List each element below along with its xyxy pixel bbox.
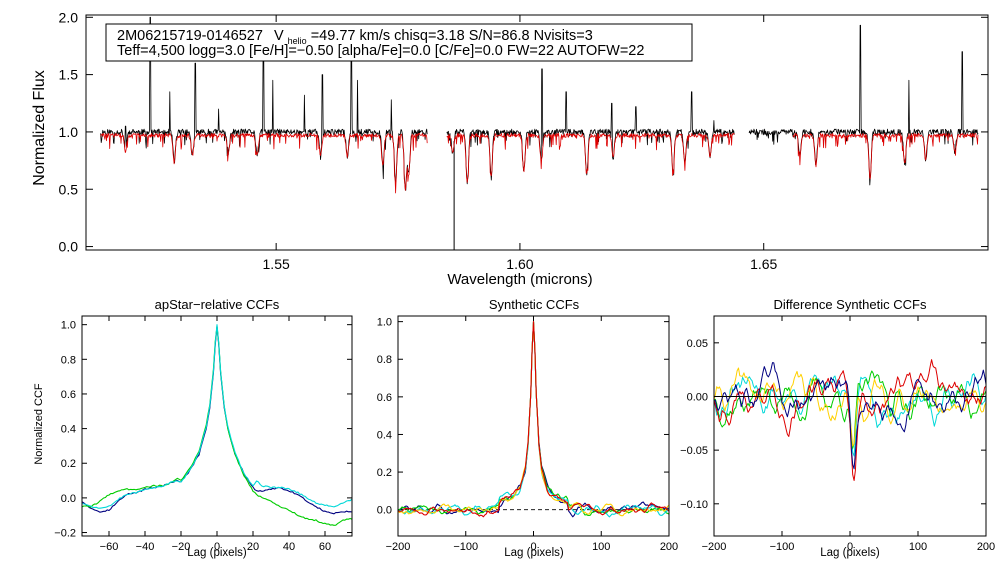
synthetic-xtick-label: 200	[660, 541, 678, 553]
apstar-xtick-label: 0	[214, 541, 220, 553]
apstar-ytick-label: 0.8	[61, 354, 76, 366]
spectrum-ytick-label: 1.0	[59, 124, 79, 140]
ccf-panel-synthetic: Synthetic CCFs Lag (pixels) −200 −100 0 100…	[377, 297, 678, 559]
difference-xtick-label: −200	[702, 541, 727, 553]
apstar-ccf-3-line	[81, 324, 353, 509]
difference-lines	[713, 359, 987, 481]
synthetic-title: Synthetic CCFs	[489, 297, 580, 312]
apstar-ytick-label: 1.0	[61, 320, 76, 332]
spectrum-panel: Normalized Flux Wavelength (microns) 1.5…	[31, 9, 989, 288]
apstar-xtick-label: −40	[136, 541, 155, 553]
synthetic-ytick-label: 0.4	[377, 429, 392, 441]
difference-ytick-label: 0.00	[687, 391, 708, 403]
spectrum-xtick-label: 1.65	[750, 256, 777, 272]
synthetic-xtick-label: 100	[592, 541, 610, 553]
spectrum-synthetic-chip-2	[446, 132, 735, 183]
synthetic-xtick-label: −100	[453, 541, 478, 553]
annotation-v: V	[274, 28, 284, 44]
ccf-panel-apstar: apStar−relative CCFs Lag (pixels) Normal…	[33, 297, 353, 559]
apstar-ccf-1-line	[81, 325, 353, 515]
annotation-v-rest: =49.77 km/s chisq=3.18 S/N=86.8 Nvisits=…	[311, 28, 593, 44]
spectrum-xtick-label: 1.60	[506, 256, 533, 272]
spectrum-lines	[100, 16, 979, 250]
spectrum-synthetic-chip-1	[100, 132, 428, 194]
annotation-v-sub: helio	[288, 36, 307, 46]
apstar-ytick-label: 0.0	[61, 493, 76, 505]
apstar-xtick-label: 20	[247, 541, 259, 553]
difference-xtick-label: 200	[977, 541, 995, 553]
spectrum-ytick-label: 0.5	[59, 181, 79, 197]
apstar-lines	[81, 324, 353, 526]
difference-xtick-label: −100	[770, 541, 795, 553]
synthetic-ytick-label: 0.2	[377, 467, 392, 479]
apstar-ytick-label: 0.2	[61, 458, 76, 470]
spectrum-frame	[85, 14, 989, 251]
apstar-xtick-label: 60	[319, 541, 331, 553]
spectrum-ylabel: Normalized Flux	[31, 70, 48, 186]
synthetic-ytick-label: 0.8	[377, 354, 392, 366]
synthetic-lines	[397, 321, 670, 518]
apstar-title: apStar−relative CCFs	[155, 297, 280, 312]
apstar-xtick-label: 40	[283, 541, 295, 553]
annotation-line-1: 2M06215719-0146527 V helio =49.77 km/s c…	[117, 28, 593, 48]
difference-ytick-label: −0.05	[680, 445, 708, 457]
synthetic-ccf-5-line	[397, 321, 670, 518]
difference-title: Difference Synthetic CCFs	[774, 297, 927, 312]
apstar-ytick-label: −0.2	[54, 527, 76, 539]
difference-xtick-label: 0	[847, 541, 853, 553]
apstar-xtick-label: −20	[172, 541, 191, 553]
apstar-ytick-label: 0.6	[61, 389, 76, 401]
difference-ytick-label: −0.10	[680, 499, 708, 511]
ccf-panel-difference: Difference Synthetic CCFs Lag (pixels) −…	[680, 297, 995, 559]
synthetic-ytick-label: 1.0	[377, 317, 392, 329]
difference-xtick-label: 100	[909, 541, 927, 553]
synthetic-ytick-label: 0.0	[377, 505, 392, 517]
annotation-box	[105, 23, 693, 62]
synthetic-frame	[397, 315, 670, 537]
spectrum-xtick-label: 1.55	[263, 256, 290, 272]
apstar-ticks: −60 −40 −20 0 20 40 60 −0.2 0.0 0.2 0.4 0.6 0.8 1.0	[54, 316, 352, 553]
annotation-star-id: 2M06215719-0146527	[117, 28, 263, 44]
synthetic-ccf-2-line	[397, 321, 670, 517]
synthetic-xtick-label: 0	[530, 541, 536, 553]
synthetic-ccf-3-line	[397, 321, 670, 518]
apstar-ylabel: Normalized CCF	[33, 383, 45, 465]
difference-diff-5-line	[713, 362, 987, 470]
difference-xlabel: Lag (pixels)	[820, 547, 880, 559]
difference-frame	[713, 315, 987, 537]
spectrum-observed-chip-3	[748, 24, 979, 186]
apstar-frame	[81, 315, 353, 537]
spectrum-ytick-label: 1.5	[59, 67, 79, 83]
spectrum-synthetic-chip-3	[792, 132, 979, 180]
apstar-ccf-2-line	[81, 325, 353, 526]
synthetic-ccf-4-line	[397, 321, 670, 517]
spectrum-xlabel: Wavelength (microns)	[447, 271, 592, 288]
spectrum-ticks: 1.55 1.60 1.65 0.0 0.5 1.0 1.5 2.0	[59, 9, 988, 272]
apstar-xlabel: Lag (pixels)	[187, 547, 247, 559]
spectrum-ytick-label: 0.0	[59, 239, 79, 255]
annotation-line-2: Teff=4,500 logg=3.0 [Fe/H]=−0.50 [alpha/…	[117, 43, 644, 59]
difference-ytick-label: 0.05	[687, 338, 708, 350]
spectrum-ytick-label: 2.0	[59, 9, 79, 25]
synthetic-xlabel: Lag (pixels)	[504, 547, 564, 559]
synthetic-ticks: −200 −100 0 100 200 0.0 0.2 0.4 0.6 0.8 1.0	[377, 316, 678, 553]
synthetic-ytick-label: 0.6	[377, 392, 392, 404]
apstar-ytick-label: 0.4	[61, 424, 76, 436]
apstar-xtick-label: −60	[100, 541, 119, 553]
spectrum-annotation: 2M06215719-0146527 V helio =49.77 km/s c…	[105, 23, 693, 62]
synthetic-ccf-1-line	[397, 321, 670, 518]
difference-ticks: −200 −100 0 100 200 −0.10 −0.05 0.00 0.05	[680, 316, 995, 553]
synthetic-xtick-label: −200	[386, 541, 411, 553]
